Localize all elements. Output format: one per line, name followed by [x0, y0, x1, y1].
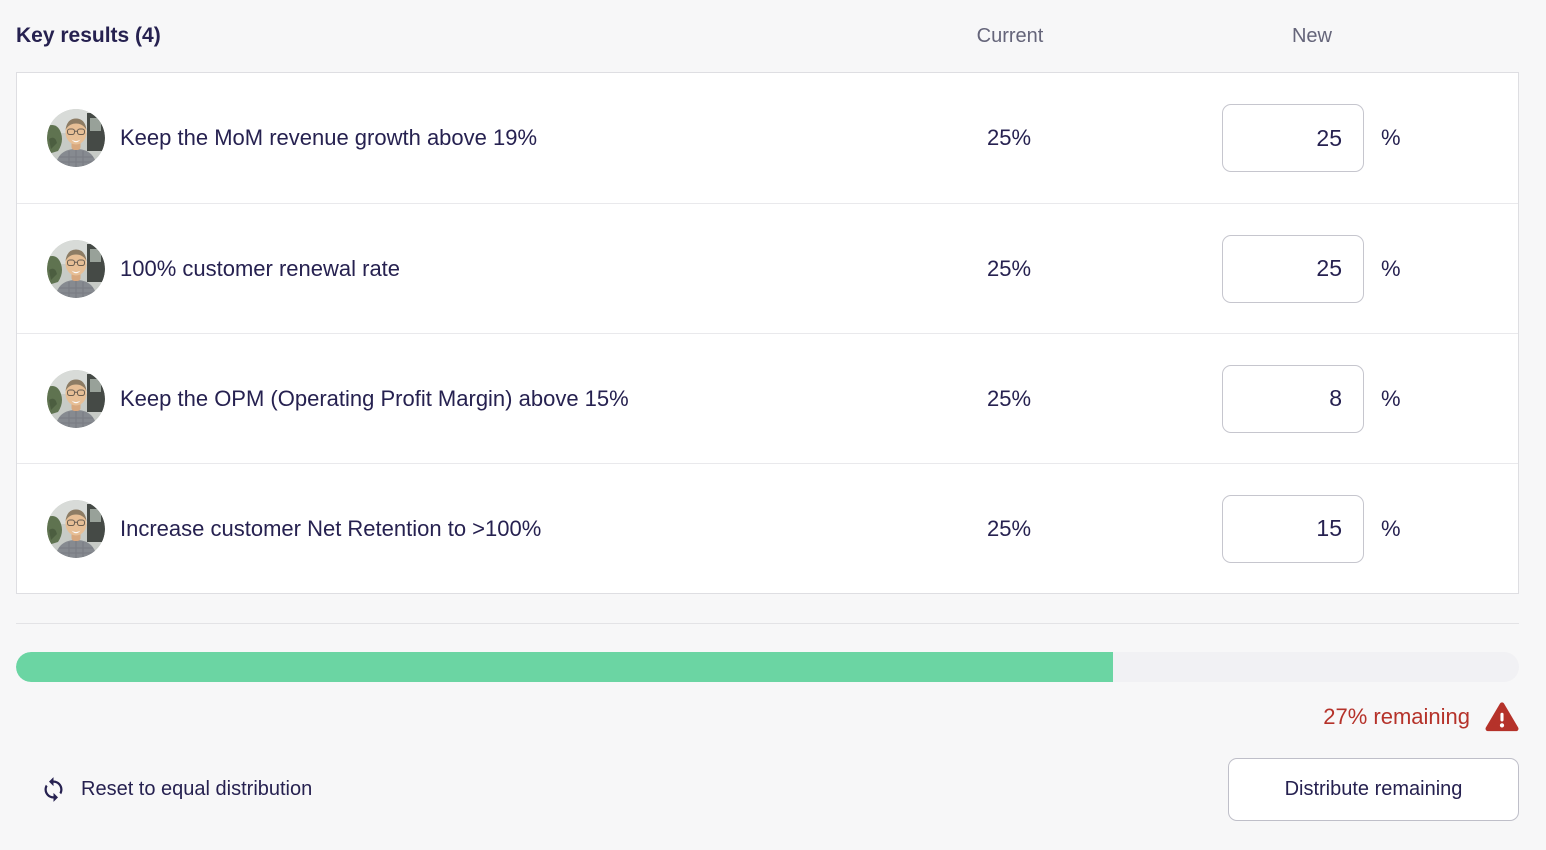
new-weight-cell: %	[1220, 104, 1518, 172]
percent-sign: %	[1381, 125, 1401, 150]
column-header-new-wrap: New	[1221, 25, 1519, 48]
new-weight-input[interactable]	[1222, 494, 1364, 563]
current-weight-value: 25%	[986, 515, 1032, 541]
section-divider	[16, 623, 1519, 624]
key-result-title: Keep the OPM (Operating Profit Margin) a…	[120, 385, 629, 411]
avatar	[47, 500, 105, 558]
page-title: Key results (4)	[16, 24, 161, 47]
table-header: Key results (4) Current New	[16, 0, 1519, 72]
reset-distribution-button[interactable]: Reset to equal distribution	[40, 776, 312, 803]
key-results-table: Keep the MoM revenue growth above 19% 25…	[16, 72, 1519, 594]
sync-icon	[44, 777, 63, 802]
column-header-new: New	[1291, 24, 1332, 47]
remaining-label: 27% remaining	[1323, 704, 1470, 729]
warning-icon	[1485, 701, 1519, 731]
percent-sign: %	[1381, 255, 1401, 281]
new-weight-cell: %	[1220, 494, 1518, 563]
new-weight-cell: %	[1220, 234, 1518, 303]
reset-distribution-label: Reset to equal distribution	[81, 778, 313, 800]
percent-sign: %	[1381, 515, 1401, 541]
remaining-status: 27% remaining	[16, 700, 1519, 734]
table-row: Keep the MoM revenue growth above 19% 25…	[17, 73, 1518, 203]
avatar	[47, 370, 105, 428]
percent-sign: %	[1381, 385, 1401, 411]
current-weight-value: 25%	[986, 385, 1032, 411]
table-row: Increase customer Net Retention to >100%…	[17, 463, 1518, 593]
new-weight-input[interactable]	[1222, 104, 1364, 172]
distribute-remaining-button[interactable]: Distribute remaining	[1228, 758, 1519, 821]
table-row: 100% customer renewal rate 25% %	[17, 203, 1518, 333]
progress-fill	[16, 652, 1114, 682]
table-row: Keep the OPM (Operating Profit Margin) a…	[17, 333, 1518, 463]
new-weight-input[interactable]	[1222, 234, 1364, 303]
key-result-title: 100% customer renewal rate	[120, 255, 401, 281]
key-result-title: Keep the MoM revenue growth above 19%	[120, 125, 538, 150]
column-header-current: Current	[976, 24, 1044, 47]
footer-actions: Reset to equal distribution Distribute r…	[16, 758, 1519, 821]
key-result-title: Increase customer Net Retention to >100%	[120, 515, 542, 541]
avatar	[47, 109, 105, 167]
new-weight-input[interactable]	[1222, 364, 1364, 433]
current-weight-value: 25%	[986, 125, 1032, 150]
new-weight-cell: %	[1220, 364, 1518, 433]
avatar	[47, 240, 105, 298]
allocation-progress-track	[16, 652, 1519, 682]
current-weight-value: 25%	[986, 255, 1032, 281]
weight-distribution-panel: Key results (4) Current New Keep the MoM…	[16, 0, 1519, 821]
